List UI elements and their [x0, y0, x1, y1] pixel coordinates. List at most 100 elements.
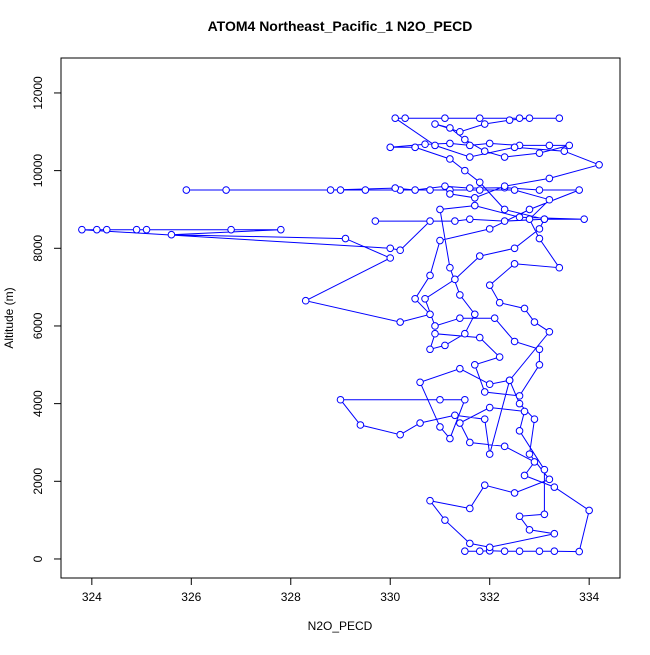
chart-title: ATOM4 Northeast_Pacific_1 N2O_PECD — [208, 18, 473, 34]
data-point — [550, 483, 559, 491]
data-point — [585, 506, 593, 515]
data-point — [520, 471, 529, 480]
data-point — [515, 392, 524, 400]
data-point — [336, 186, 345, 194]
data-point — [446, 263, 454, 272]
data-point — [426, 496, 434, 505]
data-point — [535, 225, 544, 233]
data-point — [416, 378, 424, 387]
data-point — [426, 217, 434, 225]
data-point — [416, 419, 424, 427]
data-point — [540, 465, 549, 474]
y-axis-label: Altitude (m) — [2, 287, 16, 348]
data-point — [466, 539, 474, 548]
data-point — [505, 116, 514, 124]
data-point — [500, 547, 509, 556]
data-point — [396, 318, 404, 326]
data-point — [540, 510, 549, 519]
data-point — [426, 310, 434, 319]
data-point — [575, 547, 584, 556]
data-point — [461, 166, 469, 175]
data-point — [446, 434, 454, 443]
data-point — [500, 205, 509, 214]
data-point — [525, 114, 534, 122]
data-point — [426, 186, 434, 194]
data-point — [550, 529, 559, 538]
plot-frame — [60, 57, 621, 579]
data-point — [475, 252, 484, 260]
data-line — [81, 117, 601, 553]
data-point — [535, 186, 544, 194]
data-point — [461, 135, 469, 144]
data-point — [555, 263, 564, 272]
data-point — [441, 341, 449, 350]
data-point — [411, 143, 419, 152]
data-point — [451, 411, 459, 420]
data-point — [535, 149, 544, 157]
data-point — [515, 213, 524, 222]
data-point — [431, 322, 439, 330]
data-point — [535, 547, 544, 556]
data-point — [485, 225, 494, 233]
data-point — [426, 345, 434, 354]
data-point — [475, 547, 484, 556]
data-point — [446, 124, 454, 132]
data-point — [500, 153, 509, 161]
data-point — [436, 423, 444, 431]
data-point — [515, 547, 524, 556]
data-point — [426, 271, 434, 280]
data-point — [480, 147, 489, 156]
data-point — [485, 139, 494, 148]
data-point — [227, 225, 235, 234]
data-point — [535, 234, 544, 243]
data-point — [505, 376, 514, 385]
data-point — [441, 114, 449, 122]
x-tick-label: 330 — [380, 590, 400, 604]
data-point — [530, 458, 539, 466]
x-tick-label: 332 — [480, 590, 500, 604]
data-point — [461, 395, 469, 404]
data-point — [545, 475, 554, 484]
data-point — [510, 186, 519, 194]
data-point — [515, 114, 524, 122]
data-point — [470, 201, 479, 210]
data-point — [386, 244, 395, 253]
data-point — [132, 225, 141, 234]
data-point — [485, 380, 494, 389]
data-point — [411, 294, 419, 303]
data-point — [456, 314, 464, 322]
data-point — [485, 403, 494, 412]
data-point — [525, 450, 534, 458]
data-point — [102, 225, 111, 234]
data-point — [510, 143, 519, 152]
y-tick-label: 8000 — [31, 235, 45, 262]
data-point — [436, 395, 444, 404]
data-point — [431, 141, 439, 150]
data-point — [580, 215, 588, 223]
data-point — [386, 254, 395, 262]
data-point — [401, 114, 409, 122]
data-point — [495, 298, 504, 307]
data-point — [540, 215, 549, 223]
data-point — [510, 244, 519, 253]
data-point — [480, 120, 489, 128]
data-point — [456, 364, 464, 373]
data-point — [326, 186, 335, 194]
data-point — [341, 234, 350, 243]
data-point — [510, 260, 519, 268]
data-point — [466, 184, 474, 192]
x-tick-label: 334 — [579, 590, 599, 604]
data-point — [93, 225, 101, 234]
y-tick-label: 4000 — [31, 390, 45, 417]
data-point — [480, 415, 489, 423]
x-tick-label: 328 — [281, 590, 301, 604]
data-point — [391, 184, 400, 192]
data-point — [466, 141, 474, 150]
data-point — [525, 205, 534, 214]
data-point — [520, 304, 529, 313]
data-point — [277, 225, 285, 234]
data-point — [336, 395, 345, 404]
data-point — [475, 114, 484, 122]
data-point — [466, 153, 474, 161]
data-point — [560, 147, 569, 156]
